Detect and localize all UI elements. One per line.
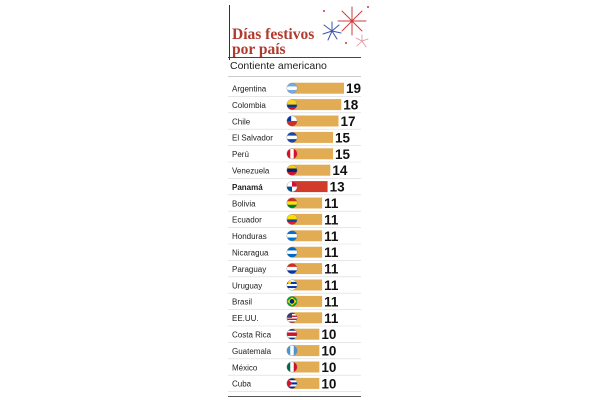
value-label-ee-uu: 11 xyxy=(324,311,339,326)
value-label-guatemala: 10 xyxy=(321,344,336,359)
venezuela-flag-icon xyxy=(286,164,298,176)
panama-flag-icon xyxy=(286,181,298,193)
bar-brasil xyxy=(292,295,323,307)
value-label-panama: 13 xyxy=(330,180,346,195)
value-label-cuba: 10 xyxy=(321,376,336,391)
value-label-honduras: 11 xyxy=(324,229,339,244)
bar-argentina xyxy=(292,82,344,94)
bar-cuba xyxy=(292,377,320,389)
value-label-el-salvador: 15 xyxy=(335,130,351,145)
title-line-1: Días festivos xyxy=(232,26,315,43)
paraguay-flag-icon xyxy=(286,263,298,275)
category-label-mexico: México xyxy=(232,363,258,372)
bar-costa-rica xyxy=(292,328,320,340)
category-label-brasil: Brasil xyxy=(232,298,252,307)
bar-ee-uu xyxy=(292,312,323,324)
bar-colombia xyxy=(292,99,342,111)
value-label-peru: 15 xyxy=(335,147,351,162)
value-label-nicaragua: 11 xyxy=(324,245,339,260)
value-label-venezuela: 14 xyxy=(332,163,348,178)
category-label-panama: Panamá xyxy=(232,183,263,192)
category-label-colombia: Colombia xyxy=(232,101,266,110)
ecuador-flag-icon xyxy=(286,213,298,225)
bar-bolivia xyxy=(292,197,323,209)
value-label-brasil: 11 xyxy=(324,294,339,309)
chile-flag-icon xyxy=(286,115,298,127)
guatemala-flag-icon xyxy=(286,345,298,356)
honduras-flag-icon xyxy=(286,230,298,242)
category-label-argentina: Argentina xyxy=(232,85,267,94)
subtitle-underline xyxy=(228,76,361,77)
category-label-paraguay: Paraguay xyxy=(232,265,266,274)
value-label-argentina: 19 xyxy=(346,81,361,96)
el-salvador-flag-icon xyxy=(286,132,298,143)
value-label-chile: 17 xyxy=(341,114,356,129)
value-label-mexico: 10 xyxy=(321,360,336,375)
colombia-flag-icon xyxy=(286,99,298,111)
bar-ecuador xyxy=(292,213,323,225)
bar-nicaragua xyxy=(292,246,323,258)
nicaragua-flag-icon xyxy=(286,246,298,258)
category-label-guatemala: Guatemala xyxy=(232,347,272,356)
category-label-cuba: Cuba xyxy=(232,380,252,389)
value-label-ecuador: 11 xyxy=(324,212,339,227)
bar-paraguay xyxy=(292,263,323,275)
bar-peru xyxy=(292,148,334,160)
subtitle-divider xyxy=(228,57,361,58)
category-label-nicaragua: Nicaragua xyxy=(232,249,269,258)
category-label-ee-uu: EE.UU. xyxy=(232,314,259,323)
value-label-uruguay: 11 xyxy=(324,278,339,293)
costa-rica-flag-icon xyxy=(286,328,298,340)
bar-panama xyxy=(292,181,328,193)
cuba-flag-icon xyxy=(286,377,298,389)
bar-mexico xyxy=(292,361,320,373)
brazil-flag-icon xyxy=(286,295,298,307)
bar-venezuela xyxy=(292,164,331,176)
category-label-costa-rica: Costa Rica xyxy=(232,331,272,340)
category-label-uruguay: Uruguay xyxy=(232,281,262,290)
fireworks-icon xyxy=(322,6,369,48)
title-line-2: por país xyxy=(232,41,286,58)
mexico-flag-icon xyxy=(286,361,298,373)
bolivia-flag-icon xyxy=(286,197,298,209)
argentina-flag-icon xyxy=(286,82,298,94)
category-label-venezuela: Venezuela xyxy=(232,167,270,176)
usa-flag-icon xyxy=(286,312,298,324)
chart-title: Días festivos por país xyxy=(232,26,347,58)
bar-chart: Argentina 19 Colombia 18 Chile 17 El Salvador 1… xyxy=(228,81,361,392)
category-label-peru: Perú xyxy=(232,150,249,159)
bar-uruguay xyxy=(292,279,323,291)
left-rule xyxy=(229,5,230,60)
category-label-bolivia: Bolivia xyxy=(232,199,256,208)
category-label-el-salvador: El Salvador xyxy=(232,134,273,143)
value-label-colombia: 18 xyxy=(343,98,359,113)
value-label-bolivia: 11 xyxy=(324,196,339,211)
value-label-costa-rica: 10 xyxy=(321,327,336,342)
category-label-honduras: Honduras xyxy=(232,232,267,241)
uruguay-flag-icon xyxy=(286,279,298,291)
bar-honduras xyxy=(292,230,323,242)
peru-flag-icon xyxy=(286,148,298,160)
category-label-chile: Chile xyxy=(232,117,251,126)
bar-el-salvador xyxy=(292,131,334,143)
bar-guatemala xyxy=(292,345,320,357)
category-label-ecuador: Ecuador xyxy=(232,216,262,225)
bar-chile xyxy=(292,115,339,127)
chart-subtitle: Contiente americano xyxy=(230,60,327,72)
bottom-rule xyxy=(228,396,361,397)
value-label-paraguay: 11 xyxy=(324,262,339,277)
